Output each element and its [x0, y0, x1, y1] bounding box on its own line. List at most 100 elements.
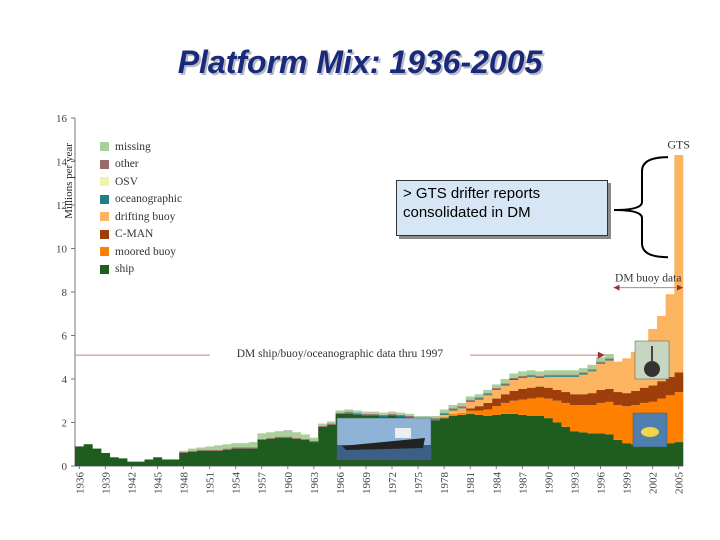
bar-moored-buoy-1995 [587, 405, 597, 434]
legend-label: OSV [115, 175, 139, 188]
bar-ship-1943 [135, 461, 145, 466]
bar-missing-1973 [396, 412, 406, 415]
bar-moored-buoy-1990 [544, 398, 554, 419]
bar-other-1986 [509, 377, 519, 379]
bar-ship-1952 [213, 450, 223, 466]
bar-missing-1986 [509, 373, 519, 378]
y-tick-label: 6 [62, 331, 68, 343]
drifting-buoy-photo-float [641, 427, 659, 437]
dm-range-label-bg [209, 346, 470, 360]
bar-drifting-buoy-1995 [587, 371, 597, 394]
bar-ship-1939 [101, 452, 111, 466]
bar-moored-buoy-1984 [491, 406, 501, 415]
bar-ship-1957 [257, 439, 267, 466]
bar-moored-buoy-1978 [439, 417, 449, 419]
x-tick-label: 1987 [517, 472, 529, 495]
bar-other-1962 [300, 438, 310, 440]
x-tick-label: 1960 [283, 472, 295, 495]
bar-ship-1941 [118, 458, 128, 466]
dm-range-arrowhead [597, 351, 605, 359]
y-tick-label: 0 [62, 461, 68, 473]
bar-c-man-1990 [544, 387, 554, 399]
bar-other-1977 [431, 418, 441, 420]
x-tick-label: 1996 [595, 472, 607, 495]
bar-other-1978 [439, 412, 449, 414]
legend-label: oceanographic [115, 193, 183, 206]
bar-ship-1940 [109, 457, 119, 466]
ship-photo-hull [342, 438, 425, 450]
bar-oceanographic-1989 [535, 376, 545, 378]
bar-oceanographic-1990 [544, 375, 554, 377]
bar-other-1988 [526, 374, 536, 376]
legend-item-missing: missing [100, 138, 210, 156]
bar-other-1956 [248, 447, 258, 449]
bar-other-1964 [318, 425, 328, 427]
bar-ship-2004 [665, 443, 675, 466]
bar-oceanographic-1983 [483, 394, 493, 396]
bar-missing-1948 [179, 450, 189, 452]
bar-drifting-buoy-1980 [457, 408, 467, 413]
bar-oceanographic-1987 [517, 376, 527, 378]
bar-missing-1968 [352, 410, 362, 413]
bar-drifting-buoy-1997 [604, 360, 614, 389]
bar-c-man-1984 [491, 398, 501, 407]
bar-ship-1955 [240, 448, 250, 466]
bar-ship-1956 [248, 448, 258, 466]
legend-label: moored buoy [115, 245, 177, 258]
legend-item-osv: OSV [100, 173, 210, 191]
bar-ship-1964 [318, 426, 328, 466]
bar-missing-1969 [361, 411, 371, 414]
bar-other-1973 [396, 414, 406, 416]
bar-ship-1982 [474, 414, 484, 466]
bar-ship-1988 [526, 415, 536, 466]
bar-missing-1952 [213, 445, 223, 450]
bar-ship-1993 [570, 431, 580, 466]
bar-ship-1985 [500, 413, 510, 466]
bar-c-man-1985 [500, 394, 510, 403]
bar-other-1968 [352, 412, 362, 414]
dm-buoy-arrowhead-right [677, 284, 683, 291]
bar-c-man-2003 [656, 381, 666, 399]
bar-c-man-1995 [587, 393, 597, 406]
x-tick-label: 1999 [622, 472, 634, 495]
bar-other-1949 [187, 450, 197, 452]
bar-ship-1944 [144, 459, 154, 466]
bar-other-1967 [344, 411, 354, 413]
y-tick-label: 14 [56, 157, 68, 169]
y-tick-label: 8 [62, 287, 68, 299]
bar-ship-1994 [578, 432, 588, 466]
bar-other-1957 [257, 438, 267, 440]
bar-other-1981 [465, 399, 475, 401]
bar-missing-1978 [439, 409, 449, 413]
bar-missing-1963 [309, 437, 319, 441]
bar-other-1987 [517, 375, 527, 377]
bar-ship-1992 [561, 426, 571, 466]
bar-c-man-1987 [517, 388, 527, 400]
bar-other-1992 [561, 374, 571, 376]
bar-c-man-1989 [535, 386, 545, 398]
bar-ship-1991 [552, 422, 562, 466]
bar-ship-1946 [161, 459, 171, 466]
bar-moored-buoy-1988 [526, 398, 536, 416]
x-tick-label: 1984 [491, 472, 503, 495]
bar-oceanographic-1993 [570, 375, 580, 377]
bar-ship-1998 [613, 439, 623, 466]
x-tick-label: 2005 [674, 472, 686, 495]
legend-swatch [100, 264, 109, 274]
bar-ship-1999 [622, 443, 632, 466]
legend-label: ship [115, 263, 135, 276]
bar-oceanographic-1985 [500, 384, 510, 386]
bar-c-man-1981 [465, 408, 475, 411]
x-tick-label: 1942 [126, 472, 138, 494]
bar-oceanographic-1969 [361, 414, 371, 416]
bar-ship-1950 [196, 450, 206, 466]
bar-ship-1938 [92, 448, 102, 466]
bar-missing-1981 [465, 396, 475, 400]
bar-oceanographic-1971 [379, 415, 388, 418]
bar-ship-1936 [75, 446, 84, 466]
bar-oceanographic-1986 [509, 379, 519, 381]
bar-oceanographic-1967 [344, 412, 354, 414]
bar-oceanographic-1981 [465, 400, 475, 402]
bar-missing-1980 [457, 402, 467, 407]
